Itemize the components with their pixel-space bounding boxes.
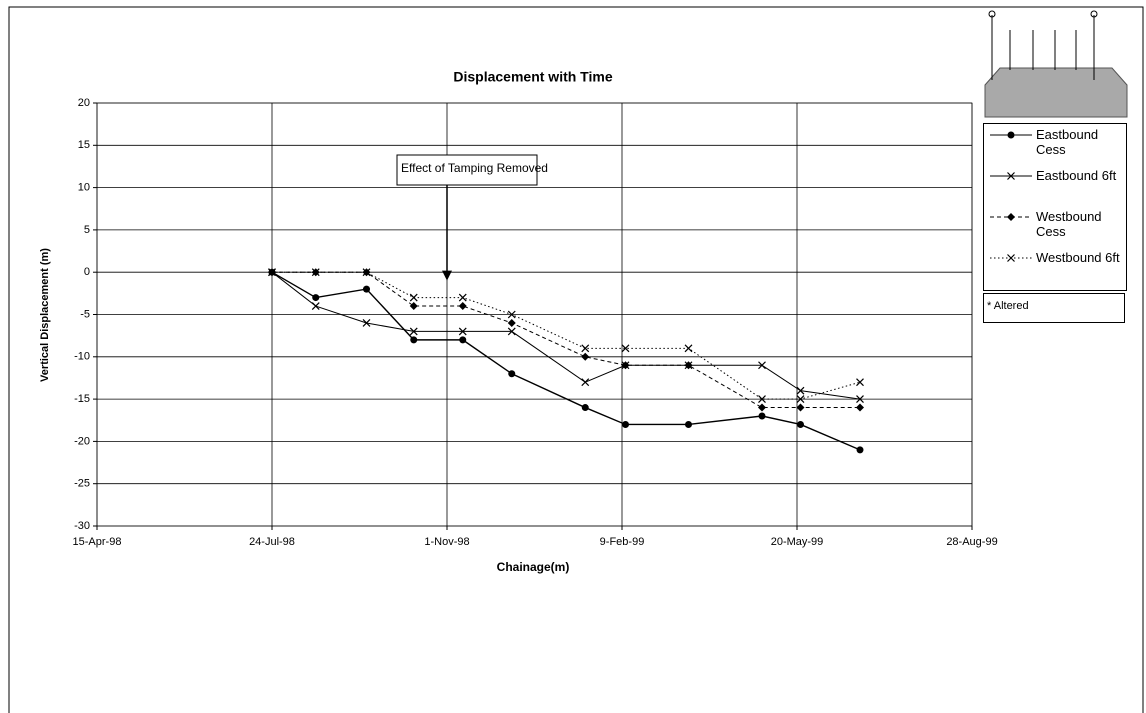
y-tick-label: -30 (74, 520, 90, 532)
marker (856, 403, 864, 412)
frame (8, 6, 1144, 713)
y-tick-label: 5 (84, 224, 90, 236)
y-tick-label: -5 (80, 308, 90, 320)
marker (1007, 131, 1015, 139)
series-line (271, 271, 861, 451)
y-tick-label: 0 (84, 266, 90, 278)
legend-label: Eastbound Cess (1036, 127, 1099, 157)
marker (507, 327, 516, 336)
marker (268, 268, 276, 277)
marker (685, 420, 692, 428)
x-tick-label: 1-Nov-98 (424, 536, 469, 548)
legend-swatch (990, 213, 1032, 221)
legend-note: * Altered (983, 293, 1125, 323)
marker (621, 361, 630, 370)
marker (362, 268, 371, 277)
marker (458, 302, 467, 311)
x-tick-label: 24-Jul-98 (249, 536, 295, 548)
marker (409, 302, 418, 311)
marker (581, 344, 590, 353)
x-tick-label: 15-Apr-98 (73, 536, 122, 548)
marker (684, 344, 693, 353)
marker (1007, 254, 1015, 262)
marker (856, 446, 864, 454)
marker (581, 404, 589, 412)
marker (758, 412, 766, 420)
y-tick-label: 15 (78, 139, 90, 151)
legend-swatch (990, 131, 1032, 139)
x-tick-label: 28-Aug-99 (946, 536, 997, 548)
legend-entry: Eastbound 6ft (984, 165, 1126, 206)
marker (796, 403, 805, 412)
marker (363, 285, 370, 293)
cross-section-icon (984, 10, 1128, 118)
marker (409, 327, 418, 336)
marker (856, 395, 864, 404)
y-tick-label: -20 (74, 435, 90, 447)
marker (311, 268, 320, 277)
marker (622, 420, 629, 428)
marker (311, 302, 320, 310)
legend-label: Westbound 6ft (1036, 250, 1120, 265)
legend-swatch (990, 172, 1032, 180)
series-line (272, 271, 860, 409)
marker (507, 318, 516, 327)
marker (362, 319, 371, 327)
arrow-head (442, 270, 452, 281)
y-tick-label: 20 (78, 97, 90, 109)
annotation-box (396, 154, 538, 186)
legend-label: Eastbound 6ft (1036, 168, 1117, 183)
legend-swatch (990, 254, 1032, 262)
legend-entry: Eastbound Cess (984, 124, 1126, 165)
y-tick-label: -15 (74, 393, 90, 405)
marker (758, 361, 766, 370)
marker (409, 293, 418, 302)
marker (1007, 213, 1015, 221)
legend: Eastbound Cess Eastbound 6ft Westbound Ces… (983, 123, 1127, 291)
series-line (271, 271, 861, 400)
marker (458, 293, 467, 302)
marker (459, 336, 467, 344)
marker (581, 378, 590, 387)
x-tick-label: 20-May-99 (771, 536, 824, 548)
marker (856, 378, 864, 387)
marker (797, 420, 804, 428)
x-axis-title: Chainage(m) (497, 560, 570, 574)
marker (796, 395, 805, 404)
y-tick-label: -10 (74, 351, 90, 363)
legend-entry: Westbound 6ft (984, 247, 1126, 288)
chart-title: Displacement with Time (453, 69, 612, 85)
y-tick-label: 10 (78, 182, 90, 194)
annotation-text: Effect of Tamping Removed (401, 161, 548, 175)
marker (410, 336, 418, 344)
y-tick-label: -25 (74, 478, 90, 490)
marker (507, 310, 516, 319)
marker (796, 386, 805, 395)
marker (508, 370, 516, 378)
legend-entry: Westbound Cess (984, 206, 1126, 247)
series-line (272, 271, 861, 400)
marker (758, 403, 766, 412)
legend-label: Westbound Cess (1036, 209, 1102, 239)
marker (581, 352, 590, 361)
marker (458, 327, 467, 336)
x-tick-label: 9-Feb-99 (600, 536, 645, 548)
y-axis-title: Vertical Displacement (m) (39, 248, 51, 382)
marker (621, 344, 630, 353)
marker (684, 361, 693, 370)
marker (312, 294, 320, 302)
marker (758, 395, 766, 404)
marker (1007, 172, 1015, 180)
